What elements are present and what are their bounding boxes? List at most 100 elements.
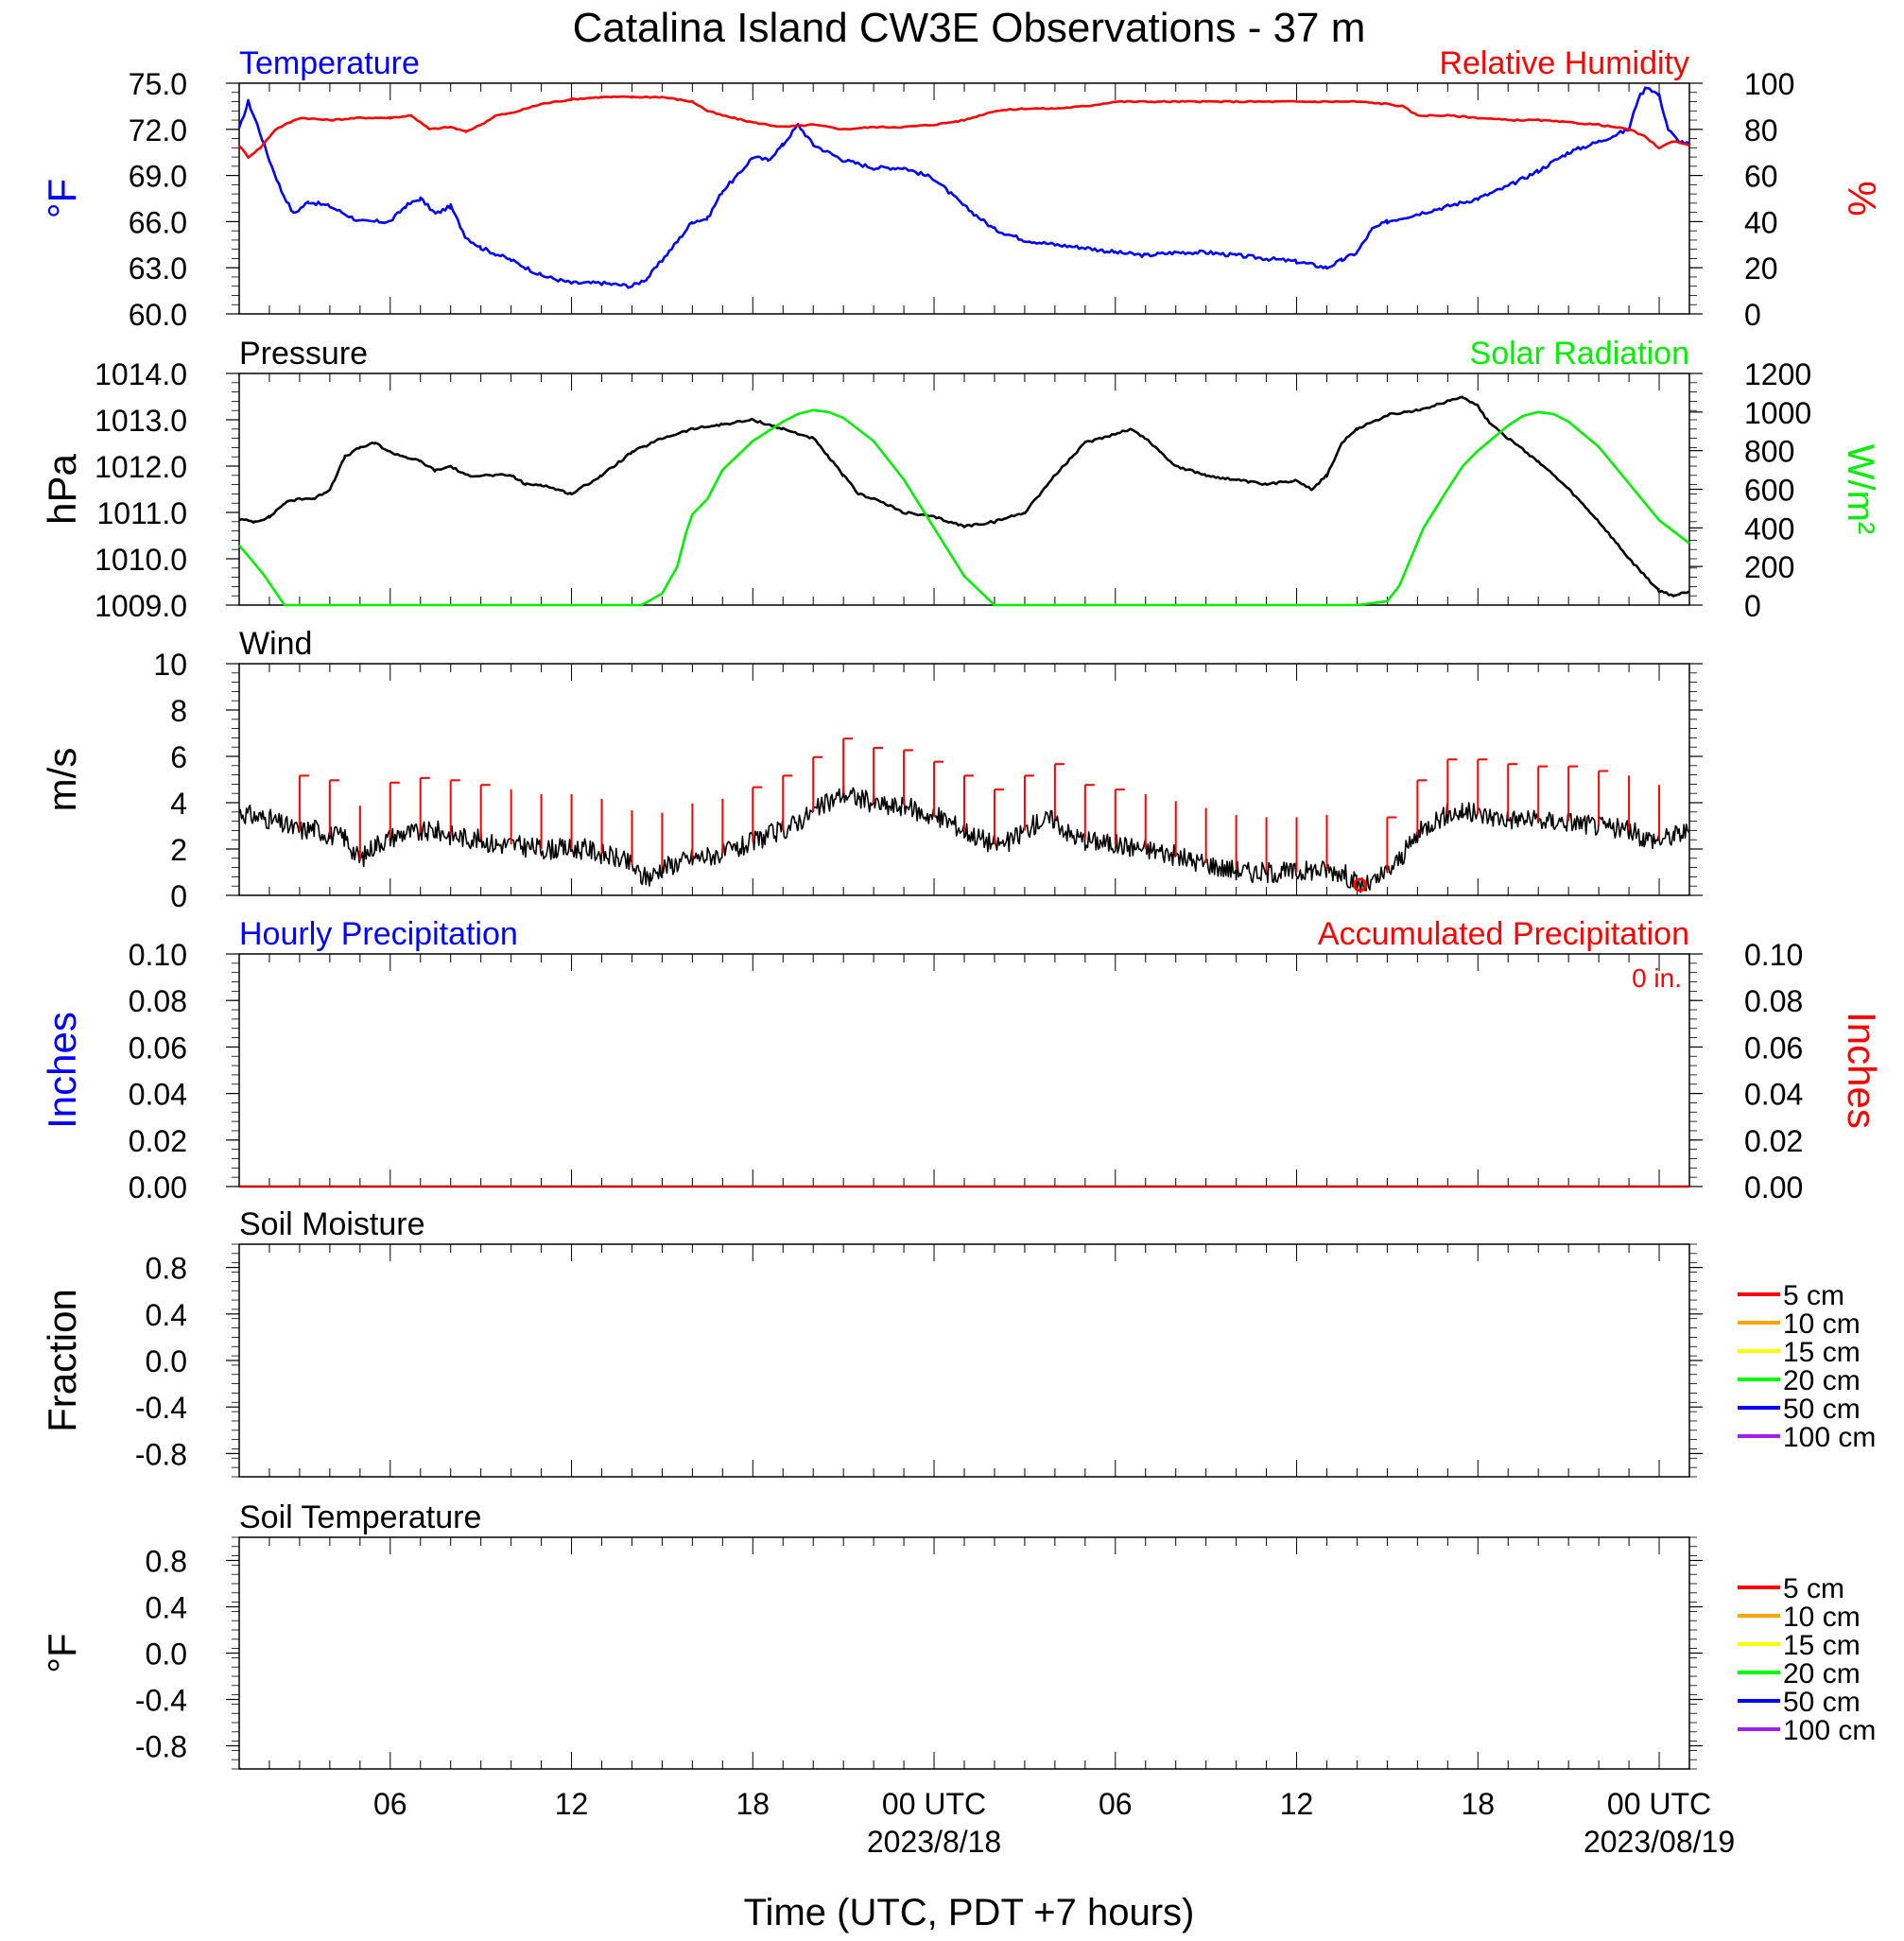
y-tick-label-left: 0	[170, 879, 187, 913]
panel-frame	[238, 953, 1690, 1187]
y-tick-label-left: 1011.0	[97, 496, 188, 530]
y-tick-label-right: 100	[1744, 67, 1794, 101]
legend-label: 20 cm	[1783, 1365, 1861, 1396]
series-line-pressure	[238, 395, 1690, 598]
y-tick-label-left: 0.0	[146, 1344, 187, 1378]
legend-label: 10 cm	[1783, 1602, 1861, 1633]
y-tick-label-left: 0.0	[146, 1638, 187, 1672]
y-tick-label-left: 0.8	[146, 1545, 187, 1579]
y-tick-label-left: 1012.0	[95, 450, 187, 484]
legend-label: 20 cm	[1783, 1658, 1861, 1690]
y-axis-label-left: °F	[40, 1633, 84, 1672]
y-tick-label-right: 60	[1744, 160, 1778, 194]
panel-5: -0.8 -0.4 0.0 0.4 0.8 Soil Moisture Fraction 5 …	[40, 1206, 1876, 1478]
y-tick-label-right: 0.02	[1744, 1124, 1803, 1158]
y-tick-label-right: 800	[1744, 435, 1794, 469]
legend-label: 5 cm	[1783, 1573, 1844, 1604]
y-tick-label-left: 72.0	[129, 113, 187, 147]
series-line-solar-radiation	[238, 408, 1690, 607]
y-axis-label-right: %	[1840, 181, 1884, 216]
y-tick-label-left: 1010.0	[95, 543, 187, 577]
legend-label: 15 cm	[1783, 1630, 1861, 1661]
x-axis-label: Time (UTC, PDT +7 hours)	[744, 1892, 1195, 1933]
x-tick-sublabel: 2023/08/19	[1584, 1825, 1735, 1859]
panel-title-left: Hourly Precipitation	[239, 916, 518, 952]
panel-title-left: Wind	[239, 626, 312, 662]
y-axis-label-left: hPa	[40, 453, 84, 524]
y-tick-label-right: 1000	[1744, 396, 1811, 430]
y-tick-label-left: 0.04	[129, 1078, 187, 1112]
panel-4: 0.00 0.02 0.04 0.06 0.08 0.10 0.00 0.02 0.04 0.06…	[40, 916, 1884, 1204]
y-tick-label-left: -0.4	[135, 1391, 187, 1425]
y-tick-label-left: 0.4	[146, 1591, 187, 1625]
y-tick-label-right: 0.06	[1744, 1031, 1803, 1065]
y-tick-label-left: 4	[170, 787, 187, 821]
y-tick-label-right: 20	[1744, 251, 1778, 286]
legend-label: 100 cm	[1783, 1715, 1876, 1746]
y-tick-label-left: 1013.0	[95, 404, 187, 438]
legend-label: 50 cm	[1783, 1687, 1861, 1718]
y-tick-label-left: 0.06	[129, 1031, 187, 1065]
panel-1: 60.0 63.0 66.0 69.0 72.0 75.0 0 20 40 60 80 100 Temp…	[40, 45, 1884, 332]
y-tick-label-left: 8	[170, 694, 187, 728]
y-tick-label-left: 0.4	[146, 1298, 187, 1332]
y-tick-label-right: 40	[1744, 205, 1778, 239]
x-tick-label: 00 UTC	[882, 1787, 986, 1821]
y-tick-label-left: 0.10	[129, 938, 187, 972]
x-tick-label: 00 UTC	[1607, 1787, 1711, 1821]
series-line-temperature	[237, 86, 1691, 289]
y-tick-label-right: 0.00	[1744, 1170, 1803, 1204]
y-axis-label-right: W/m²	[1840, 444, 1881, 535]
y-tick-label-left: 60.0	[129, 298, 187, 332]
x-tick-sublabel: 2023/8/18	[867, 1825, 1001, 1859]
legend-label: 100 cm	[1783, 1422, 1876, 1453]
y-tick-label-left: 1014.0	[95, 357, 187, 391]
panel-title-left: Temperature	[239, 45, 420, 81]
y-tick-label-left: 0.08	[129, 984, 187, 1018]
y-axis-label-right: Inches	[1840, 1012, 1884, 1129]
y-tick-label-left: 0.8	[146, 1252, 187, 1286]
panel-title-right: Relative Humidity	[1439, 45, 1689, 81]
y-tick-label-left: 10	[153, 648, 187, 682]
legend-label: 50 cm	[1783, 1394, 1861, 1425]
y-tick-label-right: 0	[1744, 589, 1761, 623]
y-tick-label-right: 0.04	[1744, 1078, 1803, 1112]
y-axis-label-left: Inches	[40, 1012, 84, 1129]
y-tick-label-right: 0.10	[1744, 938, 1803, 972]
panel-2: 1009.0 1010.0 1011.0 1012.0 1013.0 1014.0 0 200…	[40, 336, 1881, 623]
panel-title-left: Soil Temperature	[239, 1499, 481, 1535]
y-tick-label-right: 1200	[1744, 357, 1811, 391]
x-tick-label: 06	[373, 1787, 407, 1821]
legend-label: 10 cm	[1783, 1308, 1861, 1340]
y-tick-label-left: -0.4	[135, 1684, 187, 1718]
x-tick-label: 06	[1099, 1787, 1133, 1821]
chart-panels: 60.063.066.069.072.075.0020406080100Temp…	[40, 45, 1884, 1859]
panel-title-left: Pressure	[239, 336, 368, 372]
legend-label: 15 cm	[1783, 1337, 1861, 1368]
y-tick-label-left: 0.00	[129, 1170, 187, 1204]
y-axis-label-left: Fraction	[40, 1289, 84, 1432]
y-tick-label-right: 600	[1744, 474, 1794, 508]
legend-label: 5 cm	[1783, 1280, 1844, 1311]
x-tick-label: 12	[1280, 1787, 1314, 1821]
panel-frame	[238, 1243, 1690, 1478]
y-tick-label-left: 75.0	[129, 67, 187, 101]
panel-title-right: Accumulated Precipitation	[1318, 916, 1689, 952]
y-tick-label-left: -0.8	[135, 1730, 187, 1764]
y-tick-label-right: 0.08	[1744, 984, 1803, 1018]
y-tick-label-left: -0.8	[135, 1437, 187, 1471]
y-tick-label-left: 6	[170, 740, 187, 774]
y-tick-label-right: 80	[1744, 113, 1778, 147]
y-axis-label-left: m/s	[40, 748, 84, 812]
panel-annotation: 0 in.	[1632, 963, 1682, 993]
y-tick-label-left: 69.0	[129, 160, 187, 194]
y-tick-label-right: 200	[1744, 550, 1794, 584]
panel-frame	[238, 373, 1690, 606]
y-tick-label-left: 2	[170, 833, 187, 867]
wind-calm-marker	[1353, 877, 1368, 893]
x-tick-label: 12	[555, 1787, 589, 1821]
panel-title-right: Solar Radiation	[1470, 336, 1689, 372]
panel-3: 0 2 4 6 8 10 Wind m/s	[40, 626, 1703, 913]
